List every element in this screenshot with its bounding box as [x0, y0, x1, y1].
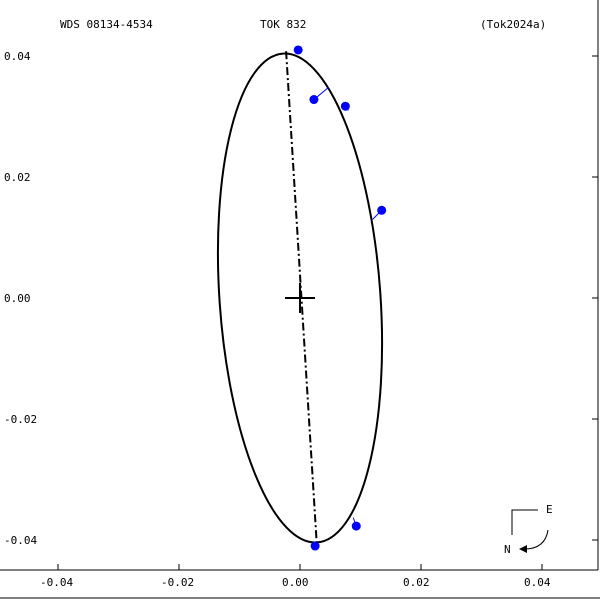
observation-point [293, 45, 303, 55]
compass-north-label: N [504, 543, 511, 556]
x-tick-label: 0.00 [282, 576, 309, 589]
y-tick-label: 0.00 [4, 292, 31, 305]
line-of-nodes [285, 51, 318, 547]
observation-point [309, 95, 319, 105]
compass-arrowhead-icon [519, 545, 527, 553]
compass-indicator: E N [504, 503, 553, 556]
observation-point [340, 101, 350, 111]
y-tick-label: -0.02 [4, 413, 37, 426]
observation-point [310, 541, 320, 551]
reference-label: (Tok2024a) [480, 18, 546, 31]
observations-layer [293, 45, 387, 551]
tick-labels: -0.04 -0.02 0.00 0.02 0.04 0.04 0.02 0.00 -0.02 -… [4, 50, 598, 589]
observation-point [351, 521, 361, 531]
x-tick-label: 0.04 [524, 576, 551, 589]
discoverer-label: TOK 832 [260, 18, 306, 31]
y-tick-label: 0.02 [4, 171, 31, 184]
x-tick-label: -0.02 [161, 576, 194, 589]
y-tick-label: 0.04 [4, 50, 31, 63]
x-tick-label: -0.04 [40, 576, 73, 589]
y-tick-label: -0.04 [4, 534, 37, 547]
wds-id-label: WDS 08134-4534 [60, 18, 153, 31]
compass-axes [511, 509, 538, 535]
x-tick-label: 0.02 [403, 576, 430, 589]
observation-point [377, 205, 387, 215]
compass-east-label: E [546, 503, 553, 516]
